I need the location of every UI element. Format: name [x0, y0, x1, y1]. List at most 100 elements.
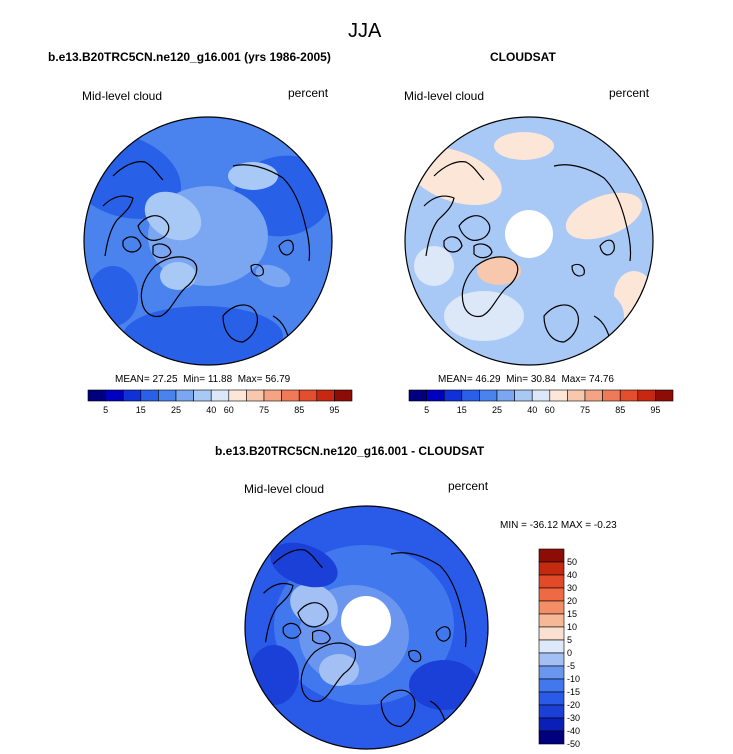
coastline: [263, 582, 294, 643]
colorbar-tick-label: 85: [294, 405, 304, 415]
colorbar-swatch: [655, 389, 674, 402]
colorbar-swatch: [87, 389, 106, 402]
field-cell: [544, 286, 624, 346]
coastline: [473, 243, 493, 259]
polar-data-gap: [341, 596, 391, 646]
panel3-units-label: percent: [448, 479, 489, 493]
colorbar-swatch: [619, 389, 639, 402]
field-cell: [290, 583, 338, 627]
colorbar-swatch: [538, 704, 565, 719]
coastline: [137, 215, 170, 241]
colorbar-swatch: [538, 665, 565, 680]
panel2-title: CLOUDSAT: [490, 50, 556, 64]
colorbar-swatch: [175, 389, 194, 402]
panel1-units-label: percent: [288, 86, 329, 100]
colorbar-tick-label: -15: [567, 687, 580, 697]
coastlines: [263, 549, 467, 733]
colorbar-swatch: [210, 389, 230, 402]
panel1-max-label: Max=: [237, 374, 263, 385]
colorbar-tick-label: 40: [527, 405, 537, 415]
colorbar-swatch: [602, 389, 621, 402]
coastline: [300, 642, 356, 703]
colorbar-swatch: [514, 389, 533, 402]
field: [405, 117, 653, 365]
colorbar-swatch: [426, 389, 445, 402]
panel1-min-value: 11.88: [207, 374, 233, 385]
panel2-min-label: Min=: [506, 374, 529, 385]
panel3-polar-map: [244, 505, 489, 750]
colorbar-tick-label: 20: [567, 596, 577, 606]
colorbar-swatch: [193, 389, 212, 402]
colorbar-tick-label: 95: [650, 405, 660, 415]
coastline: [423, 195, 455, 257]
colorbar-tick-label: 15: [567, 609, 577, 619]
colorbar-swatch: [228, 389, 247, 402]
colorbar-swatch: [538, 613, 565, 628]
colorbar-tick-label: -10: [567, 674, 580, 684]
colorbar-swatch: [584, 389, 603, 402]
colorbar-tick-label: -30: [567, 713, 580, 723]
panel1-stats: MEAN= 27.25 Min= 11.88 Max= 56.79: [115, 374, 290, 385]
panel1-polar-map: [83, 116, 333, 366]
panel2-polar-map: [404, 116, 654, 366]
colorbar-tick-label: 50: [567, 557, 577, 567]
coastline: [250, 263, 264, 277]
coastline: [408, 649, 422, 663]
colorbar-swatch: [158, 389, 177, 402]
colorbar-tick-label: -20: [567, 700, 580, 710]
colorbar-swatch: [334, 389, 353, 402]
colorbar-tick-label: 95: [329, 405, 339, 415]
colorbar-swatch: [246, 389, 265, 402]
colorbar-swatch: [538, 626, 565, 641]
colorbar-swatch: [443, 389, 463, 402]
map-boundary: [244, 505, 489, 750]
coastline: [461, 256, 519, 318]
colorbar-swatch: [408, 389, 427, 402]
colorbar-tick-label: 25: [171, 405, 181, 415]
panel2-units-label: percent: [609, 86, 650, 100]
coastline: [140, 256, 198, 318]
panel1-min-label: Min=: [183, 374, 206, 385]
colorbar-tick-label: 60: [545, 405, 555, 415]
field-cell: [414, 246, 454, 286]
colorbar-swatch: [538, 561, 565, 576]
field-cell: [444, 291, 524, 341]
colorbar-tick-label: 25: [492, 405, 502, 415]
field-cell: [160, 262, 196, 290]
panel1-mean-label: MEAN=: [115, 374, 150, 385]
coastline: [435, 626, 451, 642]
colorbar-swatch: [567, 389, 586, 402]
colorbar-tick-label: 85: [615, 405, 625, 415]
polar-data-gap: [505, 210, 553, 258]
colorbar-swatch: [263, 389, 282, 402]
colorbar-tick-label: 0: [567, 648, 572, 658]
coastline: [543, 304, 579, 343]
colorbar-swatch: [538, 600, 565, 615]
field-cell: [319, 654, 359, 686]
panel3-left-label: Mid-level cloud: [244, 482, 325, 496]
panel2-max-value: 74.76: [588, 374, 614, 385]
coastline: [222, 304, 258, 343]
coastline: [380, 689, 416, 728]
panel1-colorbar: 5 15 25 40 60 75 85 95: [87, 389, 353, 415]
colorbar-swatch: [538, 691, 565, 706]
panel3-title: b.e13.B20TRC5CN.ne120_g16.001 - CLOUDSAT: [215, 444, 485, 458]
coastline: [433, 161, 485, 181]
colorbar-swatch: [538, 717, 565, 732]
coastline: [282, 622, 302, 639]
coastline: [599, 239, 615, 256]
colorbar-swatch: [538, 652, 565, 667]
coastline: [152, 243, 172, 259]
panel2-left-label: Mid-level cloud: [404, 89, 485, 103]
map-boundary: [404, 116, 654, 366]
colorbar-tick-label: 5: [103, 405, 108, 415]
colorbar-tick-label: 75: [580, 405, 590, 415]
panel1-max-value: 56.79: [265, 374, 291, 385]
colorbar-tick-label: 40: [206, 405, 216, 415]
colorbar-swatch: [538, 678, 565, 693]
panel1-left-label: Mid-level cloud: [82, 89, 163, 103]
panel2-mean-value: 46.29: [475, 374, 501, 385]
coastline: [390, 552, 467, 648]
field-cell: [477, 257, 521, 285]
coastline: [571, 263, 585, 277]
